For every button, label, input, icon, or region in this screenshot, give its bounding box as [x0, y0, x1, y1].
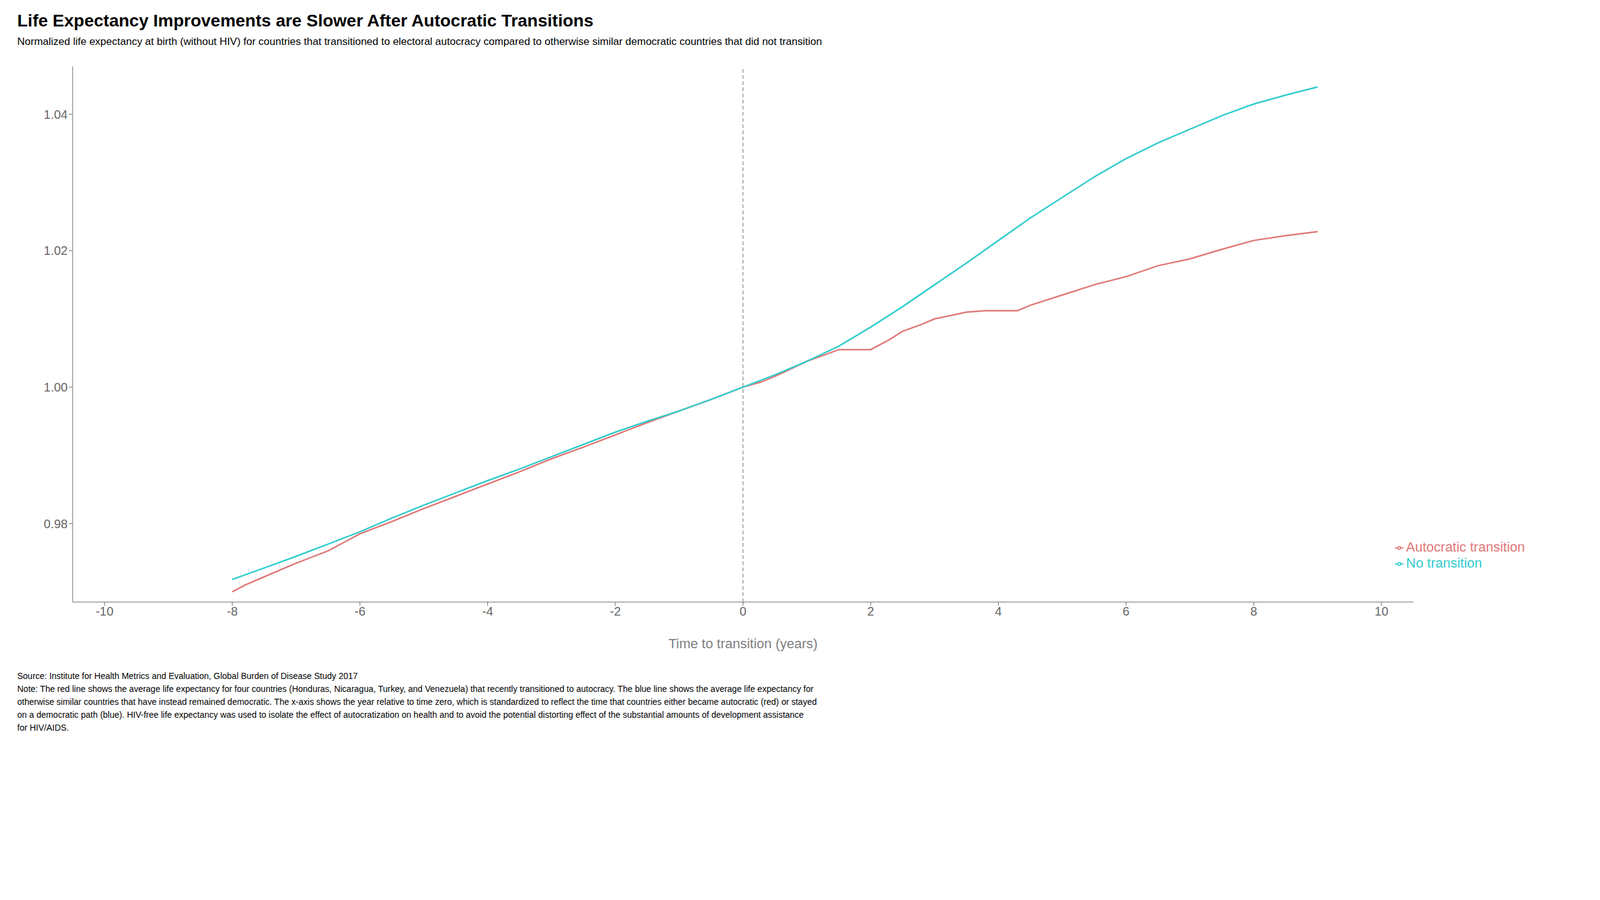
svg-text:6: 6 — [1122, 604, 1130, 618]
svg-text:-10: -10 — [95, 604, 114, 618]
svg-text:1.02: 1.02 — [43, 243, 68, 258]
svg-text:10: 10 — [1374, 604, 1389, 618]
html-text:Normalized life expectancy at: Normalized life expectancy at birth (wit… — [17, 35, 822, 48]
svg-text:1.04: 1.04 — [43, 107, 68, 122]
svg-text:8: 8 — [1250, 604, 1258, 618]
svg-text:2: 2 — [867, 604, 874, 618]
svg-text:0: 0 — [739, 604, 747, 618]
html-text:Life Expectancy Improvements a: Life Expectancy Improvements are Slower … — [17, 11, 594, 31]
svg-text:4: 4 — [995, 604, 1002, 618]
svg-text:Time to transition (years): Time to transition (years) — [668, 635, 818, 652]
svg-text:-8: -8 — [226, 604, 238, 618]
html-text:Source: Institute for Health M: Source: Institute for Health Metrics and… — [17, 670, 817, 733]
svg-text:1.00: 1.00 — [43, 380, 68, 394]
html-text:No transition: No transition — [1406, 555, 1483, 571]
svg-text:-2: -2 — [609, 604, 621, 618]
html-text:Autocratic transition: Autocratic transition — [1406, 539, 1525, 555]
svg-text:-4: -4 — [481, 604, 493, 618]
svg-text:-6: -6 — [354, 604, 366, 618]
svg-text:0.98: 0.98 — [43, 516, 68, 531]
